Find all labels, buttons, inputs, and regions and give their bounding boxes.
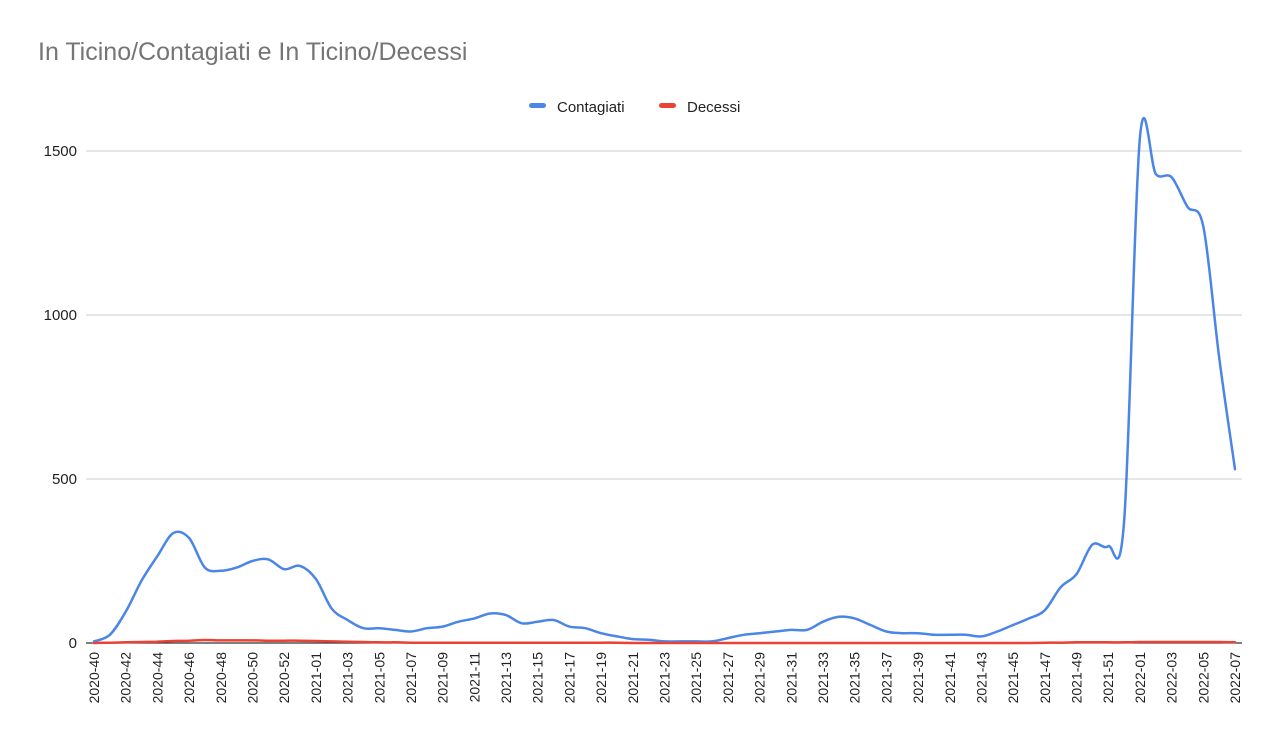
x-tick-label: 2021-21 [625, 652, 641, 704]
legend-swatch [529, 103, 546, 108]
series-line-decessi [92, 638, 1237, 645]
x-tick-label: 2021-45 [1005, 652, 1021, 704]
x-tick-label: 2021-41 [942, 652, 958, 704]
y-tick-label: 1500 [44, 143, 77, 160]
x-tick-label: 2021-03 [340, 652, 356, 704]
y-tick-label: 1000 [44, 307, 77, 324]
series-lines [92, 116, 1237, 645]
y-axis-ticks: 0 500 1000 1500 [44, 143, 77, 652]
y-tick-label: 0 [69, 635, 77, 652]
legend[interactable]: Contagiati Decessi [529, 99, 740, 116]
x-tick-label: 2020-42 [118, 652, 134, 704]
x-tick-label: 2020-44 [149, 652, 165, 704]
x-tick-label: 2021-27 [720, 652, 736, 704]
x-tick-label: 2021-35 [847, 652, 863, 704]
x-tick-label: 2021-13 [498, 652, 514, 704]
x-axis-ticks: 2020-40 2020-42 2020-44 2020-46 2020-48 2020-… [86, 652, 1243, 704]
x-tick-label: 2021-23 [657, 652, 673, 704]
x-tick-label: 2021-19 [593, 652, 609, 704]
x-tick-label: 2021-31 [783, 652, 799, 704]
chart-title: In Ticino/Contagiati e In Ticino/Decessi [38, 38, 468, 66]
x-tick-label: 2021-43 [973, 652, 989, 704]
x-tick-label: 2020-46 [181, 652, 197, 704]
x-tick-label: 2022-07 [1227, 652, 1243, 704]
legend-item-contagiati[interactable]: Contagiati [529, 99, 625, 116]
y-tick-label: 500 [52, 471, 77, 488]
x-tick-label: 2021-11 [466, 652, 482, 703]
x-tick-label: 2020-52 [276, 652, 292, 704]
x-tick-label: 2021-33 [815, 652, 831, 704]
x-tick-label: 2021-39 [910, 652, 926, 704]
x-tick-label: 2021-29 [752, 652, 768, 704]
x-tick-label: 2021-01 [308, 652, 324, 704]
x-tick-label: 2020-40 [86, 652, 102, 704]
gridlines [86, 150, 1242, 644]
x-tick-label: 2022-03 [1164, 652, 1180, 704]
x-tick-label: 2020-48 [213, 652, 229, 704]
x-tick-label: 2021-49 [1069, 652, 1085, 704]
legend-item-decessi[interactable]: Decessi [659, 99, 740, 116]
x-tick-label: 2021-25 [688, 652, 704, 704]
x-tick-label: 2020-50 [244, 652, 260, 704]
x-tick-label: 2021-07 [403, 652, 419, 704]
x-tick-label: 2021-51 [1100, 652, 1116, 704]
x-tick-label: 2021-15 [530, 652, 546, 704]
x-tick-label: 2022-01 [1132, 652, 1148, 704]
x-tick-label: 2022-05 [1195, 652, 1211, 704]
series-line-contagiati [92, 116, 1237, 643]
x-tick-label: 2021-09 [435, 652, 451, 704]
x-tick-label: 2021-17 [561, 652, 577, 704]
x-tick-label: 2021-47 [1037, 652, 1053, 704]
x-tick-label: 2021-05 [371, 652, 387, 704]
x-tick-label: 2021-37 [878, 652, 894, 704]
legend-swatch [659, 103, 676, 108]
legend-label: Decessi [687, 99, 740, 116]
legend-label: Contagiati [557, 99, 625, 116]
